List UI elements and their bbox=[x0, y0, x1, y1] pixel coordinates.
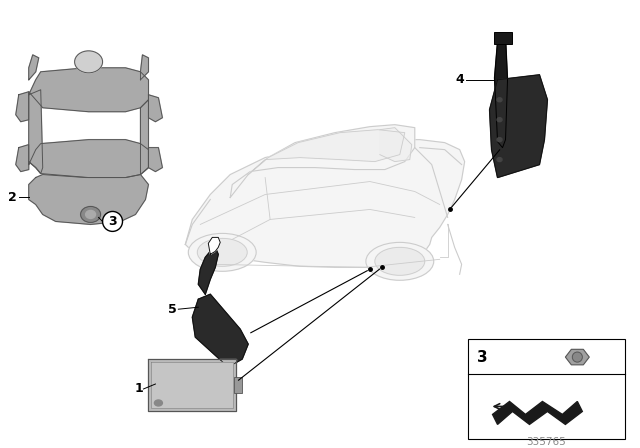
Ellipse shape bbox=[497, 118, 502, 122]
Polygon shape bbox=[198, 247, 218, 294]
Polygon shape bbox=[248, 129, 404, 175]
Polygon shape bbox=[16, 145, 29, 172]
Polygon shape bbox=[148, 148, 163, 172]
Text: 335765: 335765 bbox=[527, 437, 566, 447]
Polygon shape bbox=[490, 75, 547, 177]
Polygon shape bbox=[29, 175, 148, 224]
Ellipse shape bbox=[497, 138, 502, 142]
Text: 1: 1 bbox=[134, 383, 143, 396]
Ellipse shape bbox=[366, 242, 434, 280]
Ellipse shape bbox=[81, 207, 100, 222]
Text: 4: 4 bbox=[455, 73, 464, 86]
Polygon shape bbox=[29, 90, 43, 173]
Polygon shape bbox=[140, 55, 148, 80]
Polygon shape bbox=[380, 128, 412, 162]
Ellipse shape bbox=[375, 247, 425, 275]
Ellipse shape bbox=[86, 211, 95, 219]
Polygon shape bbox=[152, 362, 233, 408]
Bar bbox=[234, 377, 242, 393]
Polygon shape bbox=[565, 349, 589, 365]
Polygon shape bbox=[208, 237, 220, 254]
Ellipse shape bbox=[497, 98, 502, 102]
Text: 2: 2 bbox=[8, 191, 17, 204]
Polygon shape bbox=[493, 401, 582, 424]
Text: 5: 5 bbox=[168, 303, 177, 316]
Text: 3: 3 bbox=[477, 349, 488, 365]
Circle shape bbox=[572, 352, 582, 362]
Polygon shape bbox=[186, 140, 465, 267]
Ellipse shape bbox=[197, 238, 247, 266]
Ellipse shape bbox=[75, 51, 102, 73]
Polygon shape bbox=[148, 359, 236, 411]
Polygon shape bbox=[148, 95, 163, 122]
Bar bbox=[493, 32, 511, 44]
Ellipse shape bbox=[497, 158, 502, 162]
Polygon shape bbox=[495, 38, 508, 148]
Ellipse shape bbox=[154, 400, 163, 406]
Polygon shape bbox=[29, 68, 148, 112]
Polygon shape bbox=[230, 125, 415, 198]
Polygon shape bbox=[29, 140, 148, 177]
Polygon shape bbox=[140, 100, 148, 175]
Polygon shape bbox=[193, 294, 248, 367]
Text: 3: 3 bbox=[108, 215, 117, 228]
Ellipse shape bbox=[188, 233, 256, 271]
Polygon shape bbox=[29, 55, 39, 80]
Bar bbox=[468, 339, 625, 439]
Circle shape bbox=[102, 211, 122, 232]
Polygon shape bbox=[16, 92, 29, 122]
